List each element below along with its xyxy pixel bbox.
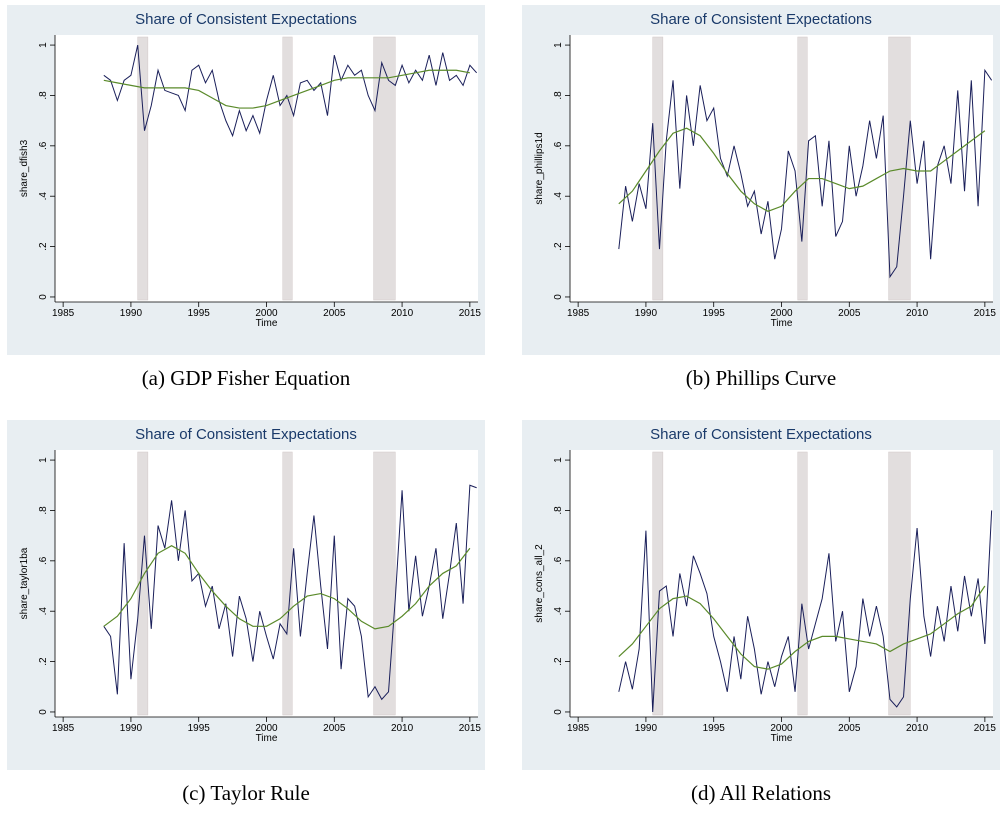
- x-tick-label: 1995: [188, 723, 211, 734]
- x-tick-label: 2010: [391, 308, 414, 319]
- x-tick-label: 1995: [703, 308, 726, 319]
- recession-band: [652, 451, 664, 716]
- recession-band: [373, 36, 396, 301]
- chart-title: Share of Consistent Expectations: [135, 426, 357, 443]
- caption: (c) Taylor Rule: [182, 781, 310, 805]
- x-tick-label: 2000: [770, 723, 793, 734]
- x-tick-label: 2005: [838, 723, 861, 734]
- x-tick-label: 2010: [906, 308, 929, 319]
- x-tick-label: 2005: [323, 308, 346, 319]
- y-tick-label: .4: [553, 607, 564, 616]
- y-tick-label: .2: [553, 657, 564, 666]
- y-tick-label: 0: [38, 709, 49, 715]
- y-tick-label: 0: [38, 294, 49, 300]
- trend-line: [103, 69, 470, 109]
- plot-area: [570, 35, 993, 302]
- x-axis-title: Time: [771, 318, 793, 329]
- y-tick-label: 1: [38, 457, 49, 463]
- y-tick-label: .2: [553, 242, 564, 251]
- chart-title: Share of Consistent Expectations: [135, 11, 357, 28]
- y-tick-label: .2: [38, 242, 49, 251]
- y-axis-title: share_taylor1ba: [19, 547, 30, 619]
- chart-title: Share of Consistent Expectations: [650, 426, 872, 443]
- recession-band: [282, 36, 293, 301]
- x-tick-label: 2000: [770, 308, 793, 319]
- y-axis-title: share_cons_all_2: [534, 544, 545, 623]
- trend-line: [618, 585, 986, 670]
- trend-line: [618, 127, 986, 212]
- x-tick-label: 2010: [391, 723, 414, 734]
- panel: Share of Consistent Expectations 0 .2 .4 .6.…: [7, 420, 485, 770]
- y-tick-label: .6: [38, 556, 49, 565]
- x-tick-label: 1995: [188, 308, 211, 319]
- x-tick-label: 1990: [635, 723, 658, 734]
- y-tick-label: 1: [553, 42, 564, 48]
- recession-band: [888, 36, 911, 301]
- caption: (b) Phillips Curve: [686, 366, 837, 390]
- x-tick-label: 2005: [838, 308, 861, 319]
- y-tick-label: .4: [38, 192, 49, 201]
- y-tick-label: .4: [38, 607, 49, 616]
- recession-band: [652, 36, 664, 301]
- recession-band: [373, 451, 396, 716]
- panel: Share of Consistent Expectations 0 .2 .4 .6.…: [522, 5, 1000, 355]
- trend-line: [103, 545, 471, 630]
- y-tick-label: .6: [38, 141, 49, 150]
- x-tick-label: 1985: [52, 308, 75, 319]
- data-line: [103, 484, 477, 701]
- y-tick-label: .2: [38, 657, 49, 666]
- x-tick-label: 1985: [52, 723, 75, 734]
- y-tick-label: .8: [553, 91, 564, 100]
- y-axis-title: share_phillips1d: [534, 132, 545, 204]
- y-tick-label: 0: [553, 709, 564, 715]
- y-tick-label: .4: [553, 192, 564, 201]
- caption: (a) GDP Fisher Equation: [142, 366, 351, 390]
- x-tick-label: 1995: [703, 723, 726, 734]
- panel: Share of Consistent Expectations 0 .2 .4 .6.…: [7, 5, 485, 355]
- x-axis-title: Time: [256, 318, 278, 329]
- data-line: [618, 510, 993, 712]
- plot-area: [570, 450, 993, 717]
- data-line: [618, 68, 993, 279]
- recession-band: [137, 36, 149, 301]
- plot-area: [55, 35, 478, 302]
- y-tick-label: .8: [38, 91, 49, 100]
- x-tick-label: 2005: [323, 723, 346, 734]
- y-axis-title: share_dfish3: [19, 139, 30, 197]
- y-tick-label: 1: [38, 42, 49, 48]
- y-tick-label: .6: [553, 141, 564, 150]
- x-tick-label: 2010: [906, 723, 929, 734]
- x-tick-label: 1990: [120, 308, 143, 319]
- recession-band: [797, 451, 808, 716]
- x-tick-label: 1990: [635, 308, 658, 319]
- y-tick-label: .6: [553, 556, 564, 565]
- chart-title: Share of Consistent Expectations: [650, 11, 872, 28]
- x-tick-label: 2000: [255, 308, 278, 319]
- caption: (d) All Relations: [691, 781, 831, 805]
- y-tick-label: .8: [38, 506, 49, 515]
- y-tick-label: 1: [553, 457, 564, 463]
- panel: Share of Consistent Expectations 0 .2 .4 .6.…: [522, 420, 1000, 770]
- y-tick-label: 0: [553, 294, 564, 300]
- y-tick-label: .8: [553, 506, 564, 515]
- x-tick-label: 2015: [974, 308, 997, 319]
- x-tick-label: 1985: [567, 308, 590, 319]
- data-line: [103, 44, 478, 138]
- recession-band: [888, 451, 911, 716]
- recession-band: [282, 451, 293, 716]
- x-tick-label: 1990: [120, 723, 143, 734]
- x-tick-label: 2015: [459, 723, 482, 734]
- x-tick-label: 2000: [255, 723, 278, 734]
- x-tick-label: 2015: [974, 723, 997, 734]
- x-axis-title: Time: [771, 733, 793, 744]
- x-axis-title: Time: [256, 733, 278, 744]
- recession-band: [797, 36, 808, 301]
- x-tick-label: 2015: [459, 308, 482, 319]
- x-tick-label: 1985: [567, 723, 590, 734]
